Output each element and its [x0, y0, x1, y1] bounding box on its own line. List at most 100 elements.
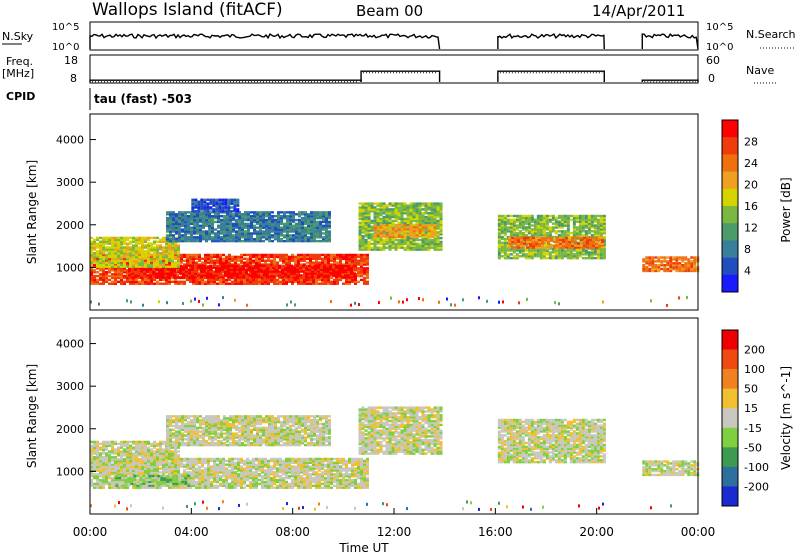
power-cell [114, 255, 117, 259]
power-cell [551, 222, 555, 225]
power-cell [117, 265, 120, 268]
power-cell [412, 217, 416, 221]
power-cell [663, 269, 667, 273]
power-cell [260, 266, 263, 269]
power-cell [200, 204, 204, 207]
power-cell [391, 224, 395, 227]
power-cell [542, 228, 546, 231]
power-cell [215, 272, 218, 275]
power-cell [539, 232, 543, 235]
power-cell [210, 261, 213, 264]
power-cell [132, 257, 135, 261]
power-cell [289, 237, 292, 241]
power-cell [120, 259, 123, 263]
power-cell [177, 271, 180, 274]
power-cell [194, 204, 198, 207]
power-cell [108, 236, 111, 240]
power-cell [394, 227, 398, 231]
power-cell [205, 218, 208, 222]
power-cell [536, 224, 540, 227]
power-cell [193, 226, 196, 229]
power-cell [178, 218, 181, 222]
power-cell [185, 264, 188, 268]
power-cell [218, 202, 222, 205]
power-cell [268, 213, 271, 216]
power-cell [285, 261, 288, 264]
power-cell [301, 236, 304, 239]
power-cell [566, 255, 570, 258]
power-cell [376, 210, 380, 213]
power-cell [602, 235, 606, 239]
power-cell [256, 230, 259, 233]
power-cell [385, 217, 389, 221]
power-cell [427, 236, 431, 240]
power-cell [247, 224, 250, 227]
power-cell [198, 253, 201, 257]
power-cell [660, 263, 664, 267]
power-cell [566, 220, 570, 223]
power-cell [313, 218, 316, 222]
power-cell [354, 278, 357, 282]
power-cell [144, 259, 147, 262]
power-cell [361, 244, 365, 248]
power-cell [596, 224, 600, 227]
power-cell [572, 226, 576, 229]
power-cell [96, 267, 99, 270]
power-cell [191, 204, 195, 207]
power-cell [227, 268, 230, 271]
power-cell [311, 276, 314, 279]
power-cell [141, 280, 144, 284]
power-cell [266, 266, 269, 269]
power-cell [201, 280, 204, 284]
power-cell [271, 218, 274, 222]
power-scatter [194, 297, 196, 301]
power-cell [224, 264, 227, 268]
power-cell [169, 216, 172, 220]
power-cell [391, 219, 395, 223]
power-cell [524, 253, 528, 256]
power-cell [590, 214, 594, 218]
power-cell [280, 211, 283, 214]
power-cell [584, 251, 588, 254]
power-cell [208, 224, 211, 227]
power-cell [208, 226, 211, 229]
power-cell [280, 214, 283, 218]
power-cell [247, 234, 250, 237]
power-cell [430, 238, 434, 242]
power-cell [102, 261, 105, 265]
power-cell [684, 267, 688, 271]
power-cell [262, 234, 265, 237]
power-cell [156, 250, 159, 253]
power-cell [260, 268, 263, 271]
power-cell [418, 227, 422, 231]
power-cell [363, 276, 366, 280]
power-cell [397, 244, 401, 248]
velocity-cell [90, 457, 93, 461]
power-cell [358, 236, 362, 240]
power-cell [227, 274, 230, 277]
power-cell [238, 211, 241, 214]
power-cell [364, 231, 368, 234]
power-cell [575, 228, 579, 231]
power-cell [243, 257, 246, 261]
power-cell [319, 220, 322, 224]
power-cell [244, 230, 247, 233]
power-cell [102, 250, 105, 253]
power-cell [172, 214, 175, 218]
power-cell [367, 240, 371, 244]
power-cell [424, 202, 428, 205]
power-cell [174, 261, 177, 265]
power-cell [524, 249, 528, 252]
power-cell [126, 253, 129, 257]
power-cell [234, 263, 237, 266]
power-cell [313, 224, 316, 227]
power-cell [353, 272, 356, 275]
power-cell [574, 244, 577, 247]
power-cell [178, 236, 181, 239]
power-cell [660, 262, 664, 265]
power-cell [563, 230, 567, 233]
power-cell [539, 233, 543, 237]
power-cell [132, 278, 135, 282]
power-cell [326, 272, 329, 275]
power-cell [120, 246, 123, 249]
